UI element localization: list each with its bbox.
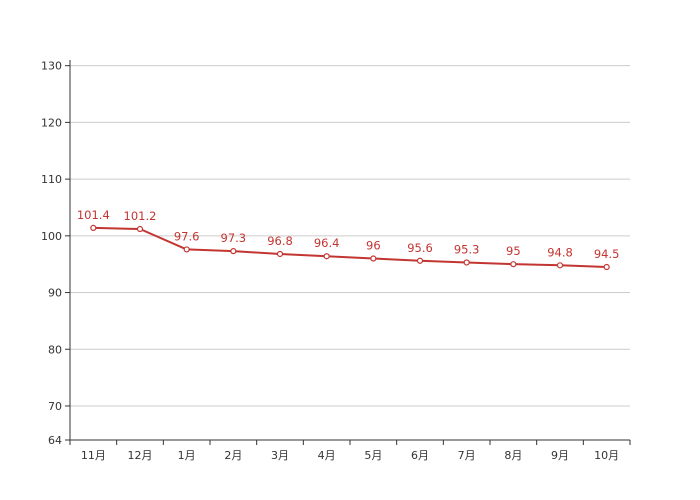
data-label: 101.4 [77,208,110,222]
data-point [463,259,470,266]
axes [65,60,631,445]
y-tick-label: 70 [48,400,62,413]
data-labels: 101.4 101.2 97.6 97.3 96.8 96.4 96 95.6 95.3 95 94… [77,208,620,261]
data-point [416,257,424,264]
y-tick-label: 130 [41,60,62,73]
data-label: 96.4 [314,236,340,250]
data-point [136,225,144,233]
x-tick-label: 8月 [504,449,522,462]
x-tick-label: 9月 [551,449,569,462]
data-point [603,263,610,271]
data-point [276,250,284,258]
data-label: 96 [366,239,381,253]
data-label: 97.3 [221,231,247,245]
y-tick-label: 100 [41,230,62,243]
series-line-path [93,226,607,269]
y-tick-label: 120 [41,116,62,129]
y-tick-label: 80 [48,343,62,356]
y-axis-tick-labels: 64 70 80 90 100 110 120 130 [41,60,62,447]
x-tick-label: 11月 [81,449,106,462]
series-markers [90,224,610,271]
y-tick-label: 90 [48,287,62,300]
x-tick-label: 4月 [318,449,336,462]
data-point [323,253,330,260]
data-label: 94.5 [594,247,620,261]
data-point [183,246,190,253]
x-tick-label: 1月 [178,449,196,462]
data-label: 94.8 [547,245,573,259]
series-line [93,226,607,269]
y-tick-label: 110 [41,173,62,186]
data-point [370,255,377,262]
data-label: 95.3 [454,242,480,256]
x-tick-label: 10月 [594,449,619,462]
x-tick-label: 6月 [411,449,429,462]
x-tick-label: 2月 [224,449,242,462]
data-label: 95 [506,244,521,258]
data-label: 101.2 [124,209,157,223]
data-label: 96.8 [267,234,293,248]
data-label: 97.6 [174,229,200,243]
data-point [510,261,517,268]
x-tick-label: 5月 [364,449,382,462]
y-tick-label: 64 [48,434,62,447]
x-tick-label: 12月 [128,449,153,462]
grid-lines [70,65,630,407]
x-tick-label: 7月 [458,449,476,462]
x-axis-tick-labels: 11月 12月 1月 2月 3月 4月 5月 6月 7月 8月 9月 10月 [81,449,619,462]
data-point [90,224,97,231]
data-label: 95.6 [407,241,433,255]
data-point [230,248,237,255]
x-tick-label: 3月 [271,449,289,462]
data-point [556,262,564,269]
